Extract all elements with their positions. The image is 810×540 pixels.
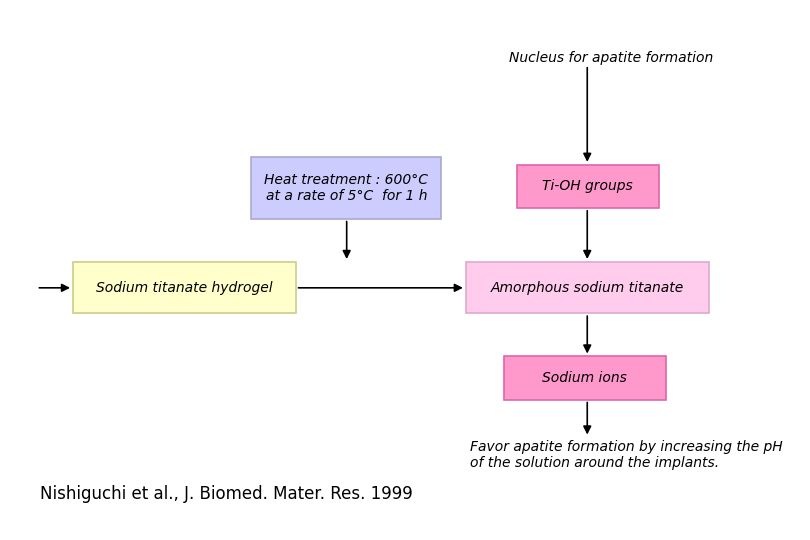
FancyBboxPatch shape [73,262,296,313]
FancyBboxPatch shape [466,262,709,313]
Text: Sodium titanate hydrogel: Sodium titanate hydrogel [96,281,273,294]
FancyBboxPatch shape [517,165,659,208]
Text: Heat treatment : 600°C
at a rate of 5°C  for 1 h: Heat treatment : 600°C at a rate of 5°C … [264,173,428,202]
FancyBboxPatch shape [504,356,666,400]
Text: Sodium ions: Sodium ions [543,371,627,385]
FancyBboxPatch shape [251,157,441,219]
Text: Nucleus for apatite formation: Nucleus for apatite formation [509,51,714,65]
Text: Favor apatite formation by increasing the pH
of the solution around the implants: Favor apatite formation by increasing th… [470,440,782,470]
Text: Nishiguchi et al., J. Biomed. Mater. Res. 1999: Nishiguchi et al., J. Biomed. Mater. Res… [40,485,413,503]
Text: Amorphous sodium titanate: Amorphous sodium titanate [491,281,684,294]
Text: Ti-OH groups: Ti-OH groups [542,179,633,193]
